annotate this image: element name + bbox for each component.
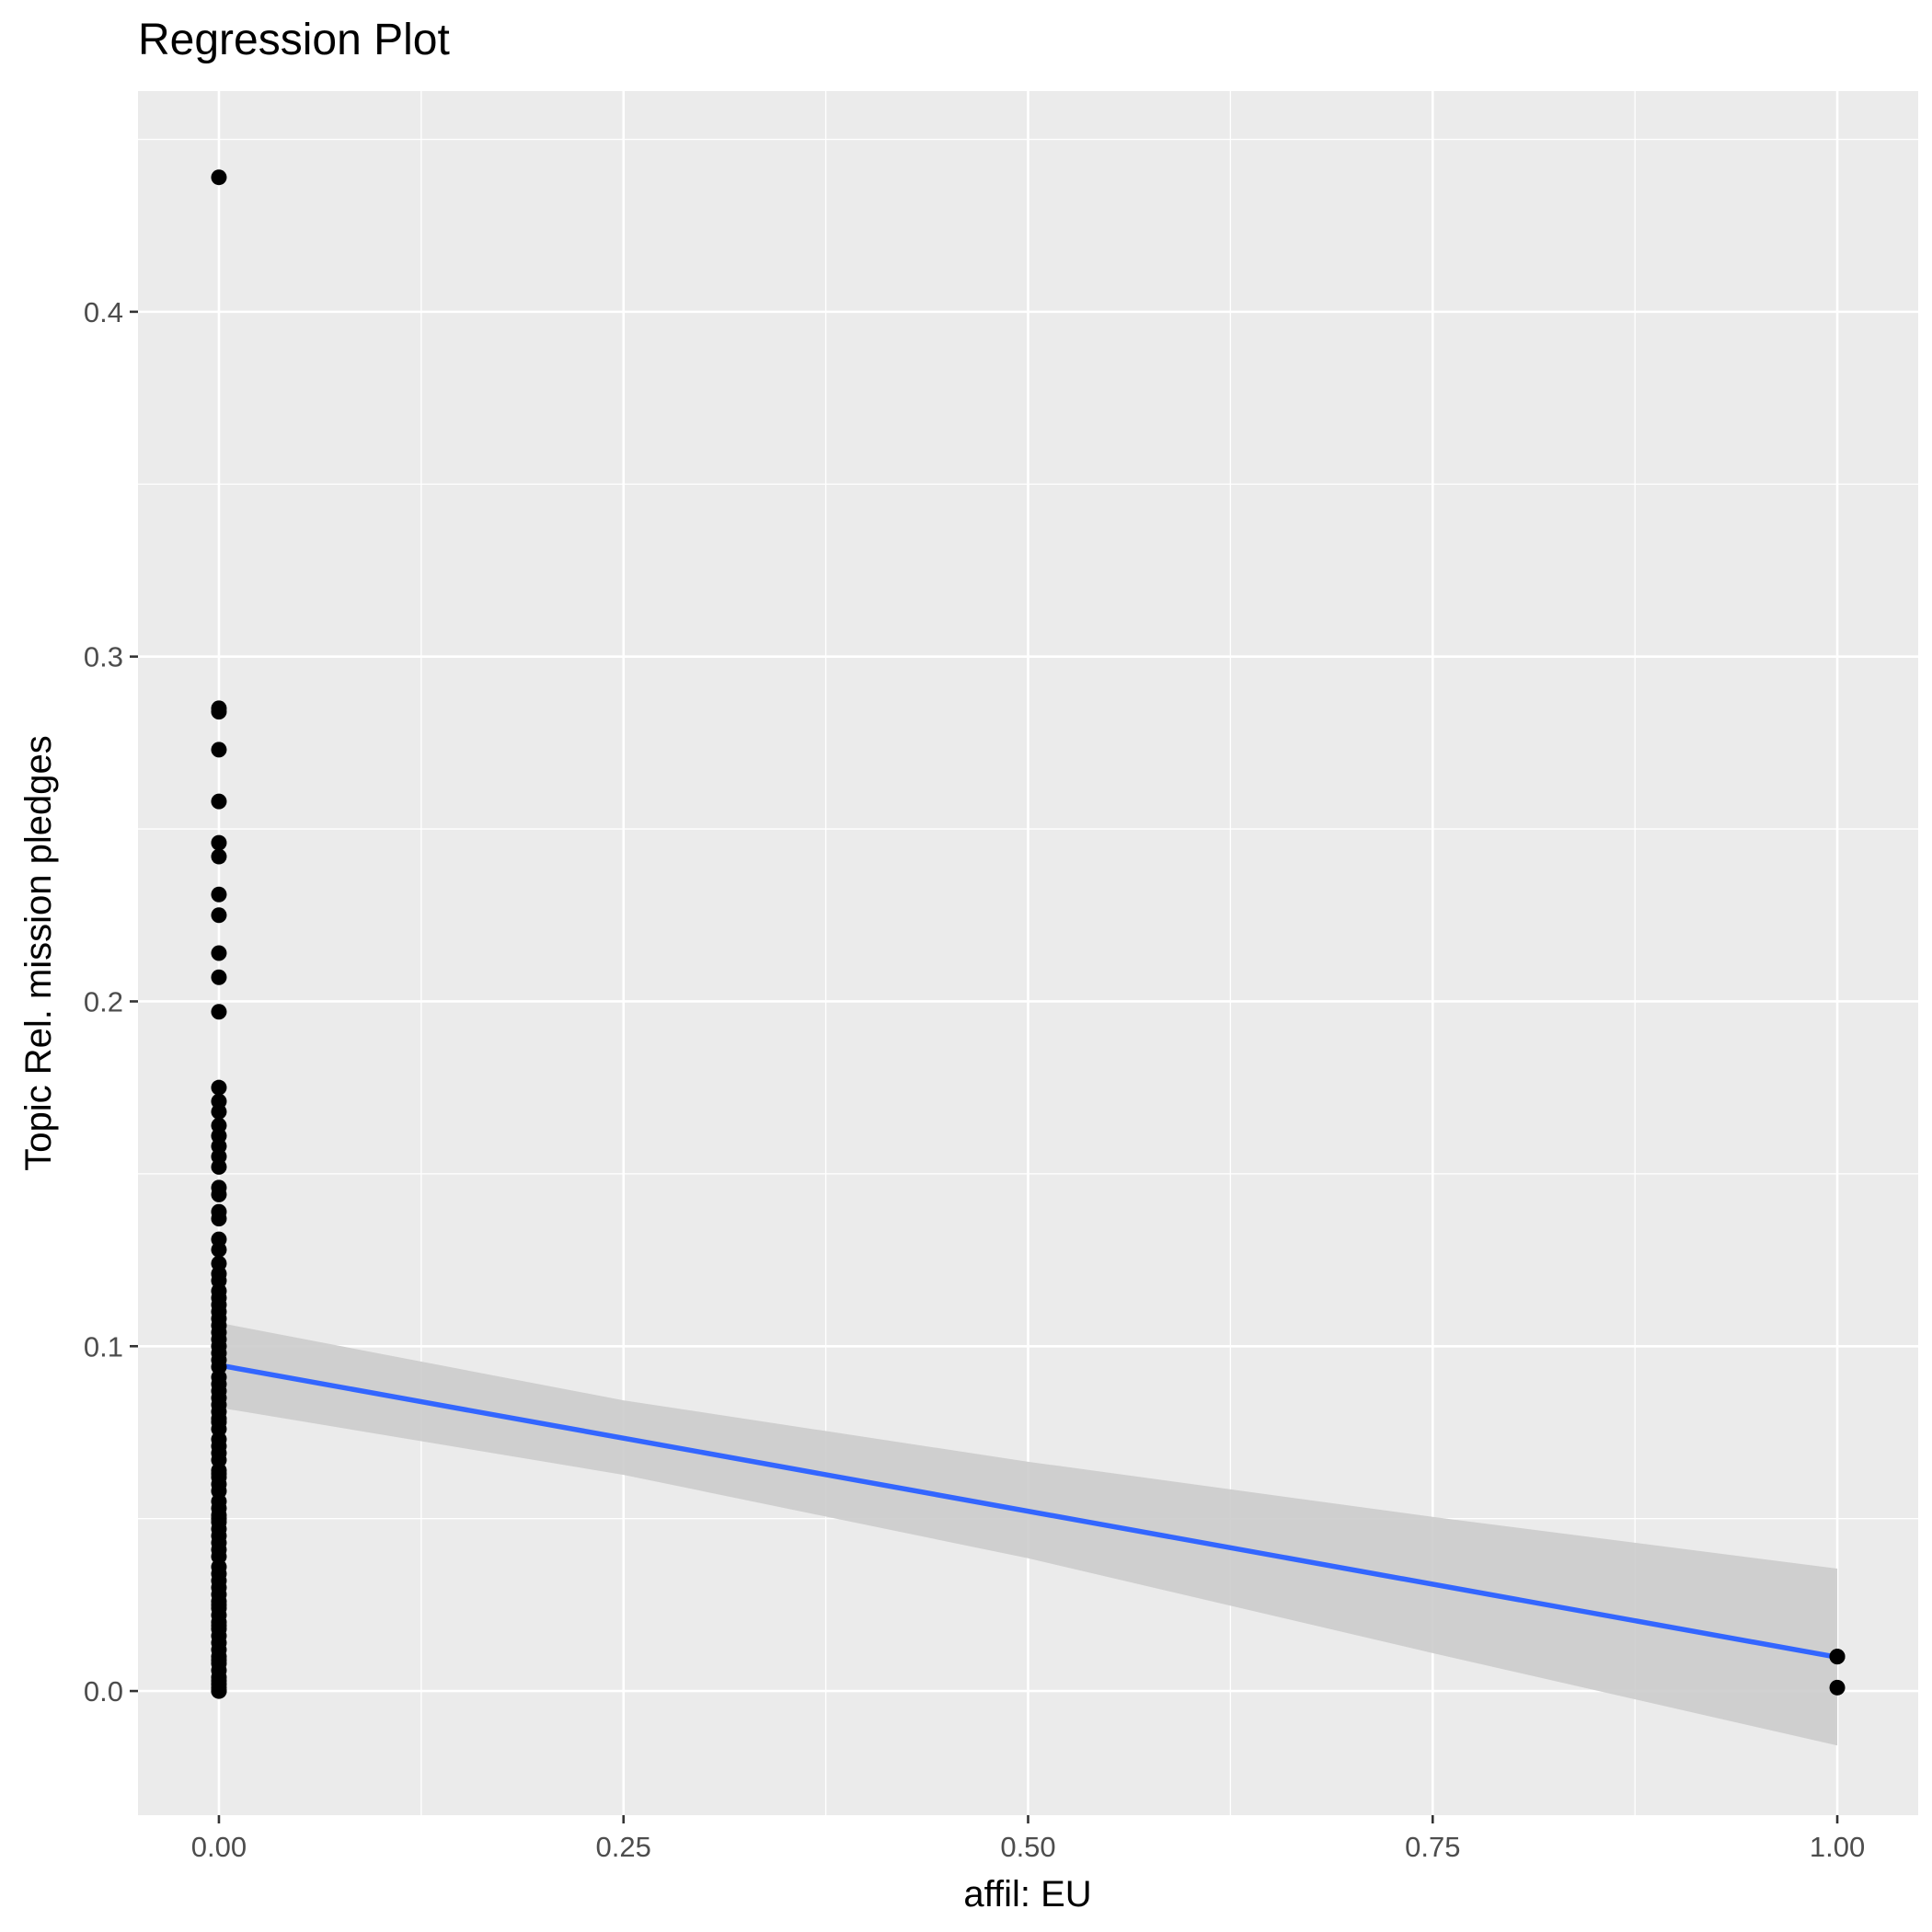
data-point [211,1211,227,1227]
data-point [211,1158,227,1175]
data-point [211,1596,227,1613]
data-point [211,907,227,924]
fit-line-layer [218,1363,1838,1661]
data-point [211,848,227,865]
data-point [1829,1649,1846,1665]
y-axis-title: Topic Rel. mission pledges [18,735,59,1171]
data-point [211,793,227,810]
data-point [211,1103,227,1120]
x-tick-label: 1.00 [1810,1831,1865,1863]
confidence-band [218,1322,1838,1746]
y-axis: 0.0 0.1 0.2 0.3 0.4 [84,296,138,1708]
data-point [1829,1679,1846,1696]
data-point [211,1186,227,1202]
data-point [211,1079,227,1096]
y-tick-label: 0.3 [84,641,123,673]
data-point [211,704,227,720]
y-tick-label: 0.4 [84,296,123,328]
data-point [211,1651,227,1668]
x-axis-title: affil: EU [963,1874,1091,1915]
data-point [211,886,227,903]
x-tick-label: 0.25 [596,1831,651,1863]
data-point [211,1414,227,1431]
data-point [211,1683,227,1699]
x-tick-label: 0.50 [1000,1831,1055,1863]
confidence-band-layer [218,1322,1838,1746]
data-point [211,969,227,985]
y-tick-label: 0.1 [84,1330,123,1363]
y-tick-label: 0.0 [84,1675,123,1708]
data-point [211,1511,227,1527]
data-point [211,1241,227,1258]
data-point [211,1466,227,1482]
regression-line [218,1363,1838,1661]
x-axis: 0.00 0.25 0.50 0.75 1.00 [191,1815,1865,1863]
data-point [211,945,227,961]
y-tick-label: 0.2 [84,985,123,1018]
data-point [211,1617,227,1634]
data-points [211,169,1846,1699]
x-tick-label: 0.00 [191,1831,247,1863]
data-point [211,834,227,851]
data-point [211,1004,227,1020]
x-tick-label: 0.75 [1405,1831,1460,1863]
data-point [211,169,227,186]
data-point [211,742,227,758]
chart-title: Regression Plot [138,16,450,64]
